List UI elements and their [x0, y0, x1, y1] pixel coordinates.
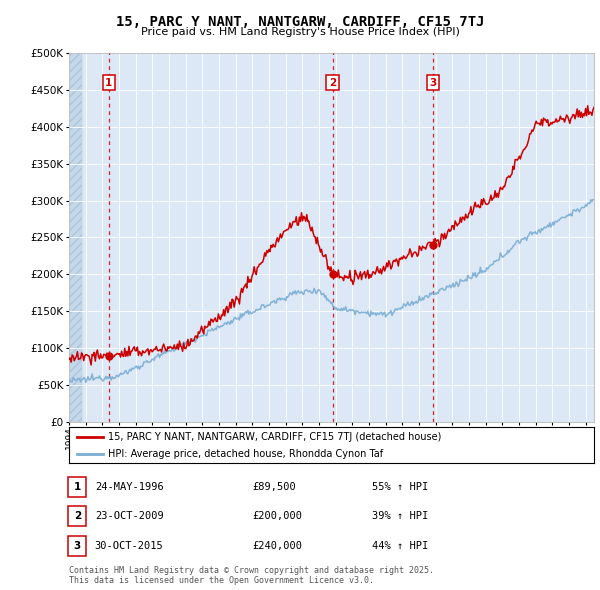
- Text: 3: 3: [429, 78, 436, 87]
- Text: Price paid vs. HM Land Registry's House Price Index (HPI): Price paid vs. HM Land Registry's House …: [140, 27, 460, 37]
- Bar: [69, 53, 82, 422]
- Text: 23-OCT-2009: 23-OCT-2009: [95, 512, 164, 521]
- Text: Contains HM Land Registry data © Crown copyright and database right 2025.
This d: Contains HM Land Registry data © Crown c…: [69, 566, 434, 585]
- Text: 15, PARC Y NANT, NANTGARW, CARDIFF, CF15 7TJ: 15, PARC Y NANT, NANTGARW, CARDIFF, CF15…: [116, 15, 484, 29]
- Text: 1: 1: [74, 482, 81, 491]
- Text: 15, PARC Y NANT, NANTGARW, CARDIFF, CF15 7TJ (detached house): 15, PARC Y NANT, NANTGARW, CARDIFF, CF15…: [109, 432, 442, 442]
- Text: 39% ↑ HPI: 39% ↑ HPI: [372, 512, 428, 521]
- Text: £89,500: £89,500: [252, 482, 296, 491]
- Text: 44% ↑ HPI: 44% ↑ HPI: [372, 541, 428, 550]
- Text: HPI: Average price, detached house, Rhondda Cynon Taf: HPI: Average price, detached house, Rhon…: [109, 449, 383, 459]
- Text: 2: 2: [74, 512, 81, 521]
- Text: 2: 2: [329, 78, 336, 87]
- Text: 24-MAY-1996: 24-MAY-1996: [95, 482, 164, 491]
- Text: 55% ↑ HPI: 55% ↑ HPI: [372, 482, 428, 491]
- Text: £200,000: £200,000: [252, 512, 302, 521]
- Text: £240,000: £240,000: [252, 541, 302, 550]
- Text: 30-OCT-2015: 30-OCT-2015: [95, 541, 164, 550]
- Text: 3: 3: [74, 541, 81, 550]
- Text: 1: 1: [105, 78, 112, 87]
